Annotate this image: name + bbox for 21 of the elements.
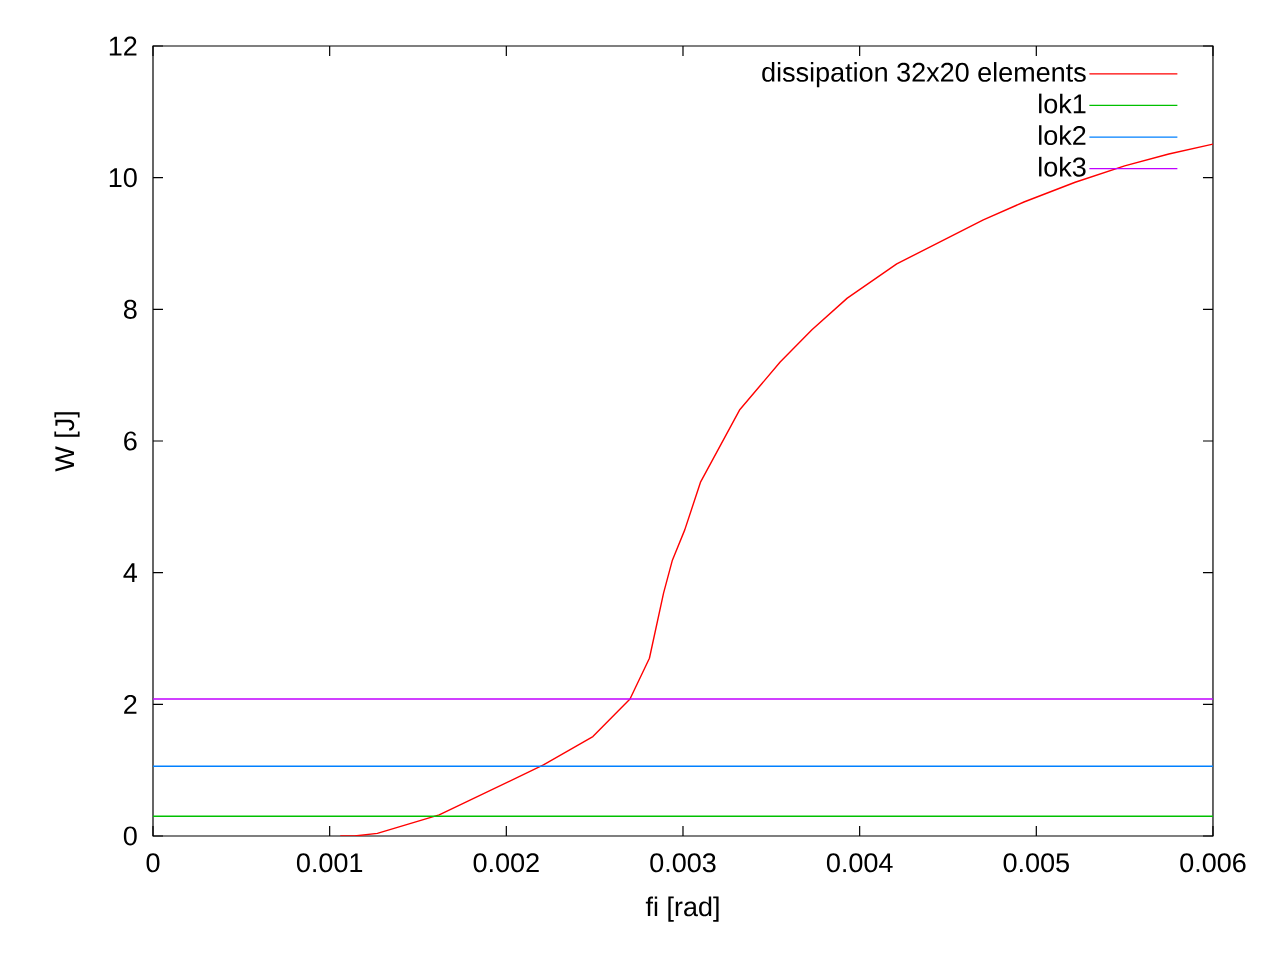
x-tick-label: 0.003 <box>650 853 716 873</box>
y-tick-label: 8 <box>123 299 137 319</box>
y-axis-title: W [J] <box>54 412 80 472</box>
y-tick-label: 4 <box>123 563 137 582</box>
x-tick-label: 0.002 <box>473 853 539 873</box>
legend-label: lok2 <box>1039 125 1086 146</box>
line-series <box>339 143 1213 836</box>
x-tick-label: 0.005 <box>1003 853 1069 873</box>
legend-label: lok1 <box>1039 93 1086 114</box>
y-tick-label: 12 <box>109 36 137 56</box>
x-tick-label: 0 <box>146 853 160 873</box>
legend-label: lok3 <box>1039 156 1086 177</box>
y-tick-label: 10 <box>109 168 137 188</box>
x-axis-title: fi [rad] <box>645 896 719 922</box>
x-tick-label: 0.006 <box>1180 853 1246 873</box>
y-tick-label: 2 <box>124 694 137 714</box>
y-tick-label: 0 <box>123 826 137 846</box>
x-tick-label: 0.001 <box>296 853 363 873</box>
y-tick-label: 6 <box>124 431 137 451</box>
legend-label: dissipation 32x20 elements <box>762 62 1086 88</box>
x-tick-label: 0.004 <box>826 853 893 873</box>
